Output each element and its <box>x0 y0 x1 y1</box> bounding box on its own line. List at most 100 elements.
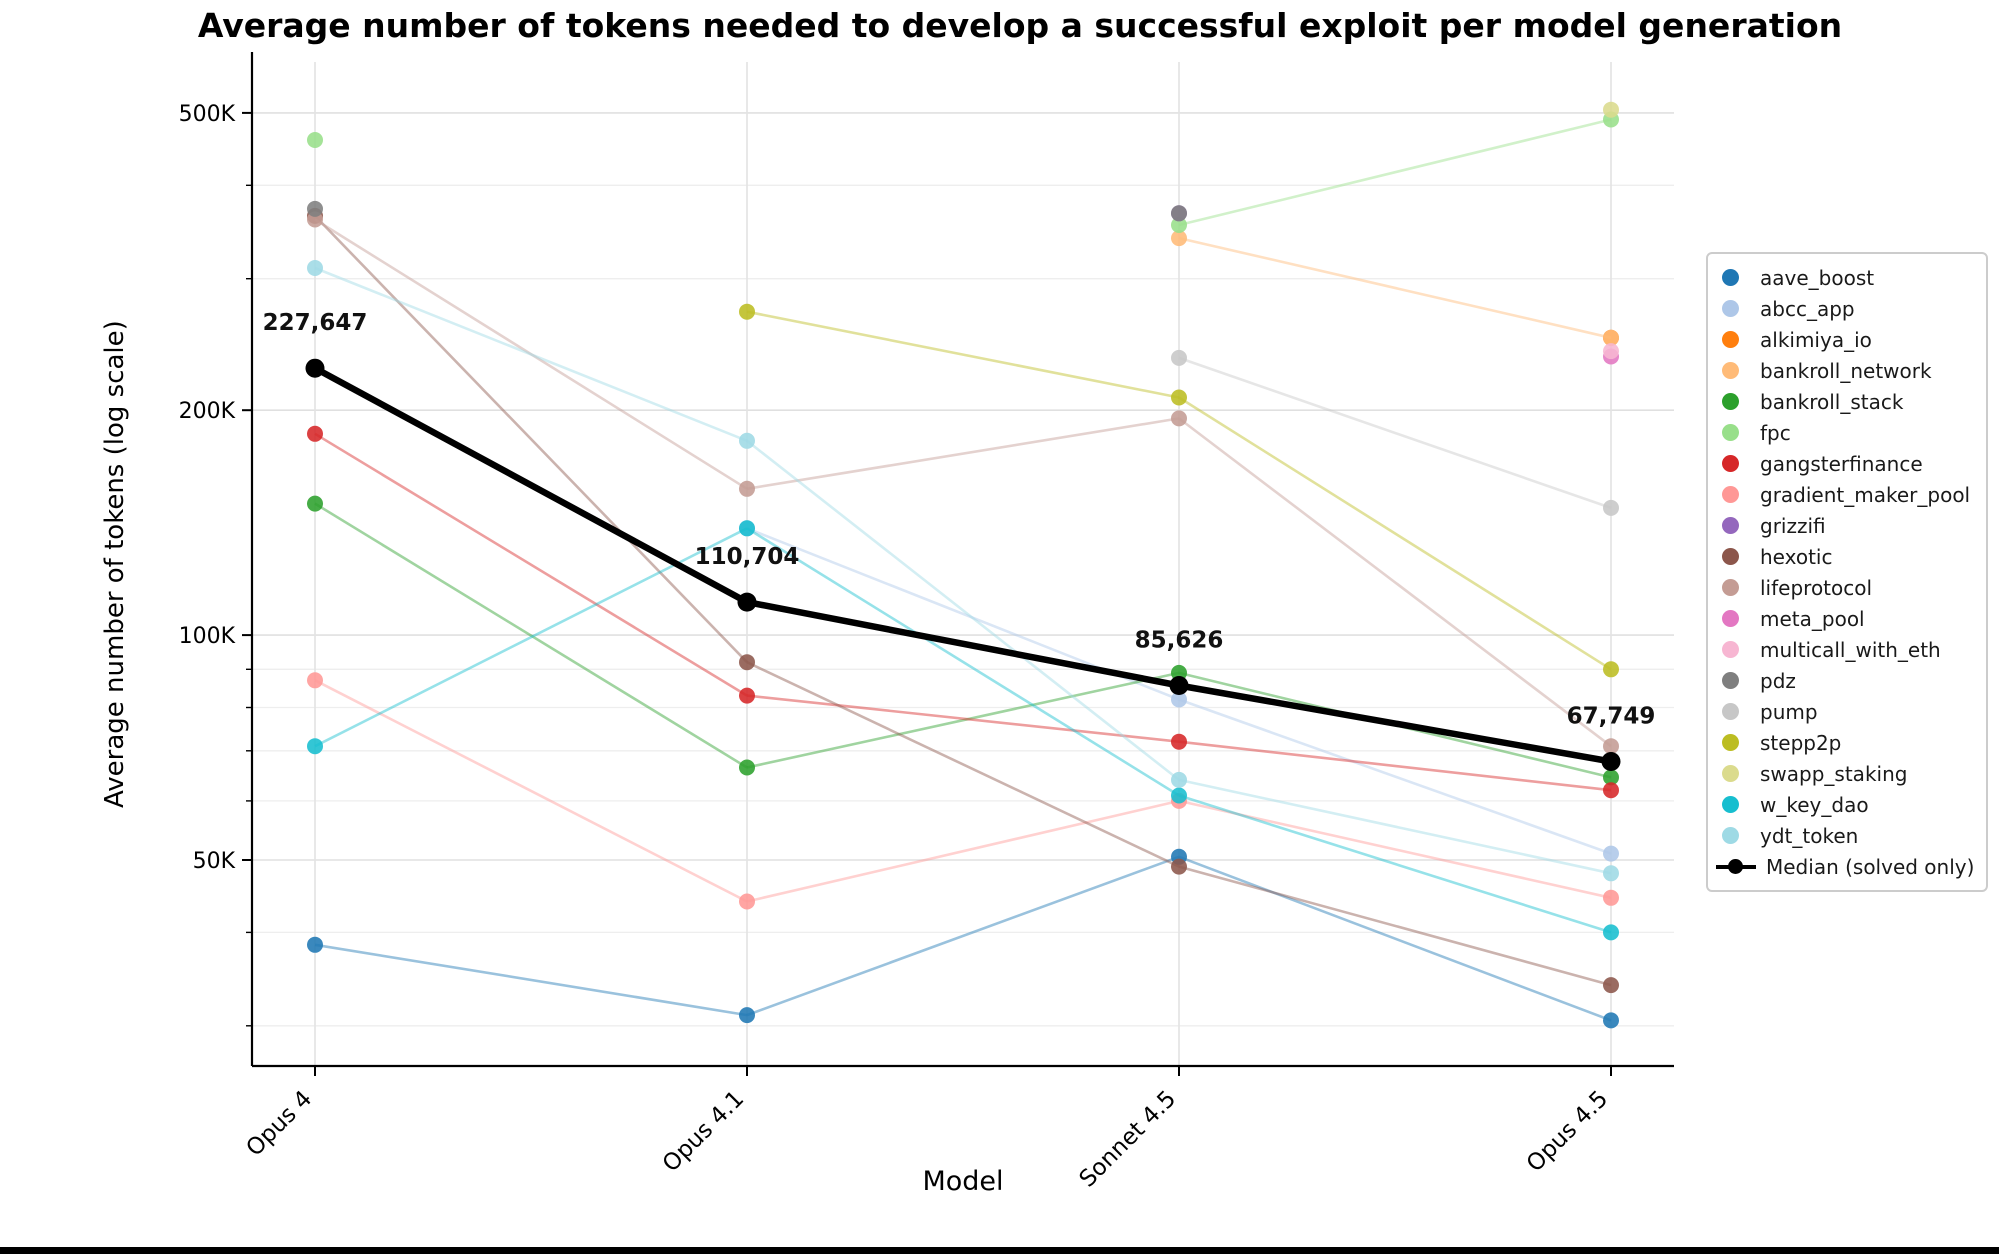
legend-label: stepp2p <box>1760 730 1842 755</box>
data-point-ydt_token <box>307 260 323 276</box>
legend-marker-dot <box>1722 331 1739 348</box>
legend-marker-dot <box>1722 455 1739 472</box>
legend-label: Median (solved only) <box>1766 854 1975 879</box>
series-pdz <box>307 200 1187 222</box>
legend-item-gradient_maker_pool: gradient_maker_pool <box>1722 479 1974 510</box>
legend-item-hexotic: hexotic <box>1722 541 1974 572</box>
data-point-aave_boost <box>739 1007 755 1024</box>
legend-label: gradient_maker_pool <box>1760 482 1971 507</box>
data-point-w_key_dao <box>1603 924 1619 941</box>
legend-marker-dot <box>1722 269 1739 286</box>
legend-item-alkimiya_io: alkimiya_io <box>1722 324 1974 355</box>
legend-marker-dot <box>1722 765 1739 782</box>
y-tick-label: 50K <box>193 849 236 874</box>
legend-label: bankroll_stack <box>1760 389 1904 414</box>
legend-item-bankroll_network: bankroll_network <box>1722 355 1974 386</box>
legend-marker-dot <box>1722 424 1739 441</box>
data-point-abcc_app <box>1171 691 1187 708</box>
data-point-pump <box>1603 499 1619 516</box>
data-point-fpc <box>1171 217 1187 233</box>
series-gangsterfinance <box>307 425 1619 799</box>
data-point-w_key_dao <box>1171 787 1187 804</box>
data-point-gangsterfinance <box>307 425 323 442</box>
legend-item-bankroll_stack: bankroll_stack <box>1722 386 1974 417</box>
legend-marker-dot <box>1722 734 1739 751</box>
legend-marker-dot <box>1722 362 1739 379</box>
data-point-gradient_maker_pool <box>1603 889 1619 906</box>
data-point-lifeprotocol <box>739 480 755 497</box>
series-bankroll_network <box>1171 230 1619 346</box>
series-gradient_maker_pool <box>307 672 1619 910</box>
legend-item-multicall_with_eth: multicall_with_eth <box>1722 634 1974 665</box>
data-point-pdz <box>1171 205 1187 222</box>
data-point-hexotic <box>1603 977 1619 994</box>
legend-marker-dot <box>1722 486 1739 503</box>
legend-marker-dot <box>1722 827 1739 844</box>
x-axis-title: Model <box>922 1166 1004 1197</box>
data-point-gradient_maker_pool <box>739 893 755 910</box>
legend-label: pdz <box>1760 668 1796 693</box>
y-tick-label: 500K <box>179 102 236 127</box>
data-point-gangsterfinance <box>739 687 755 704</box>
series-fpc <box>307 111 1619 233</box>
series-bankroll_stack <box>307 495 1619 786</box>
x-gridlines <box>314 62 1612 1066</box>
median-line: 227,647 110,704 85,626 67,749 <box>263 310 1656 771</box>
median-annotation: 85,626 <box>1135 628 1224 654</box>
y-tick-label: 100K <box>179 624 236 649</box>
legend-marker-median-line <box>1716 859 1756 874</box>
median-annotation: 227,647 <box>263 310 368 336</box>
data-point-gangsterfinance <box>1171 733 1187 750</box>
data-point-multicall_with_eth <box>1603 343 1619 360</box>
series-ydt_token <box>307 260 1619 882</box>
legend-marker-dot <box>1722 610 1739 627</box>
legend-label: pump <box>1760 699 1818 724</box>
data-point-bankroll_network <box>1171 230 1187 247</box>
legend-label: aave_boost <box>1760 265 1875 290</box>
legend-label: grizzifi <box>1760 513 1826 538</box>
legend-item-meta_pool: meta_pool <box>1722 603 1974 634</box>
legend-marker-dot <box>1722 672 1739 689</box>
data-point-gangsterfinance <box>1603 782 1619 799</box>
legend-marker-dot <box>1722 641 1739 658</box>
legend-label: swapp_staking <box>1760 761 1908 786</box>
data-point-gradient_maker_pool <box>307 672 323 689</box>
legend-label: gangsterfinance <box>1760 451 1923 476</box>
data-point-stepp2p <box>1171 389 1187 406</box>
legend: aave_boost abcc_app alkimiya_io bankroll_ne… <box>1706 252 1988 892</box>
legend-marker-dot <box>1722 796 1739 813</box>
legend-label: lifeprotocol <box>1760 575 1873 600</box>
legend-label: alkimiya_io <box>1760 327 1872 352</box>
data-point-ydt_token <box>1171 771 1187 788</box>
data-point-lifeprotocol <box>1171 410 1187 427</box>
legend-item-swapp_staking: swapp_staking <box>1722 758 1974 789</box>
legend-item-pdz: pdz <box>1722 665 1974 696</box>
data-point-swapp_staking <box>1603 101 1619 118</box>
legend-marker-dot <box>1722 300 1739 317</box>
series-swapp_staking <box>1603 101 1619 118</box>
median-annotation: 67,749 <box>1567 704 1656 730</box>
x-tick-label: Opus 4 <box>241 1086 317 1162</box>
legend-item-fpc: fpc <box>1722 417 1974 448</box>
data-point-bankroll_network <box>1603 329 1619 346</box>
y-axis-ticks: 500K 200K 100K 50K <box>179 102 252 1027</box>
legend-item-lifeprotocol: lifeprotocol <box>1722 572 1974 603</box>
data-point-pump <box>1171 349 1187 366</box>
legend-item-ydt_token: ydt_token <box>1722 820 1974 851</box>
median-point <box>1601 752 1621 771</box>
major-gridlines <box>252 112 1674 861</box>
legend-label: w_key_dao <box>1760 792 1869 817</box>
data-point-bankroll_stack <box>1603 769 1619 786</box>
series-hexotic <box>307 207 1619 994</box>
data-point-bankroll_stack <box>739 759 755 776</box>
legend-label: fpc <box>1760 420 1791 445</box>
legend-label: meta_pool <box>1760 606 1865 631</box>
data-point-lifeprotocol <box>1603 738 1619 755</box>
data-point-abcc_app <box>1603 845 1619 862</box>
minor-gridlines <box>252 184 1674 1027</box>
chart-title: Average number of tokens needed to devel… <box>197 6 1843 45</box>
legend-marker-dot <box>1722 548 1739 565</box>
y-axis-title: Average number of tokens (log scale) <box>100 320 130 808</box>
